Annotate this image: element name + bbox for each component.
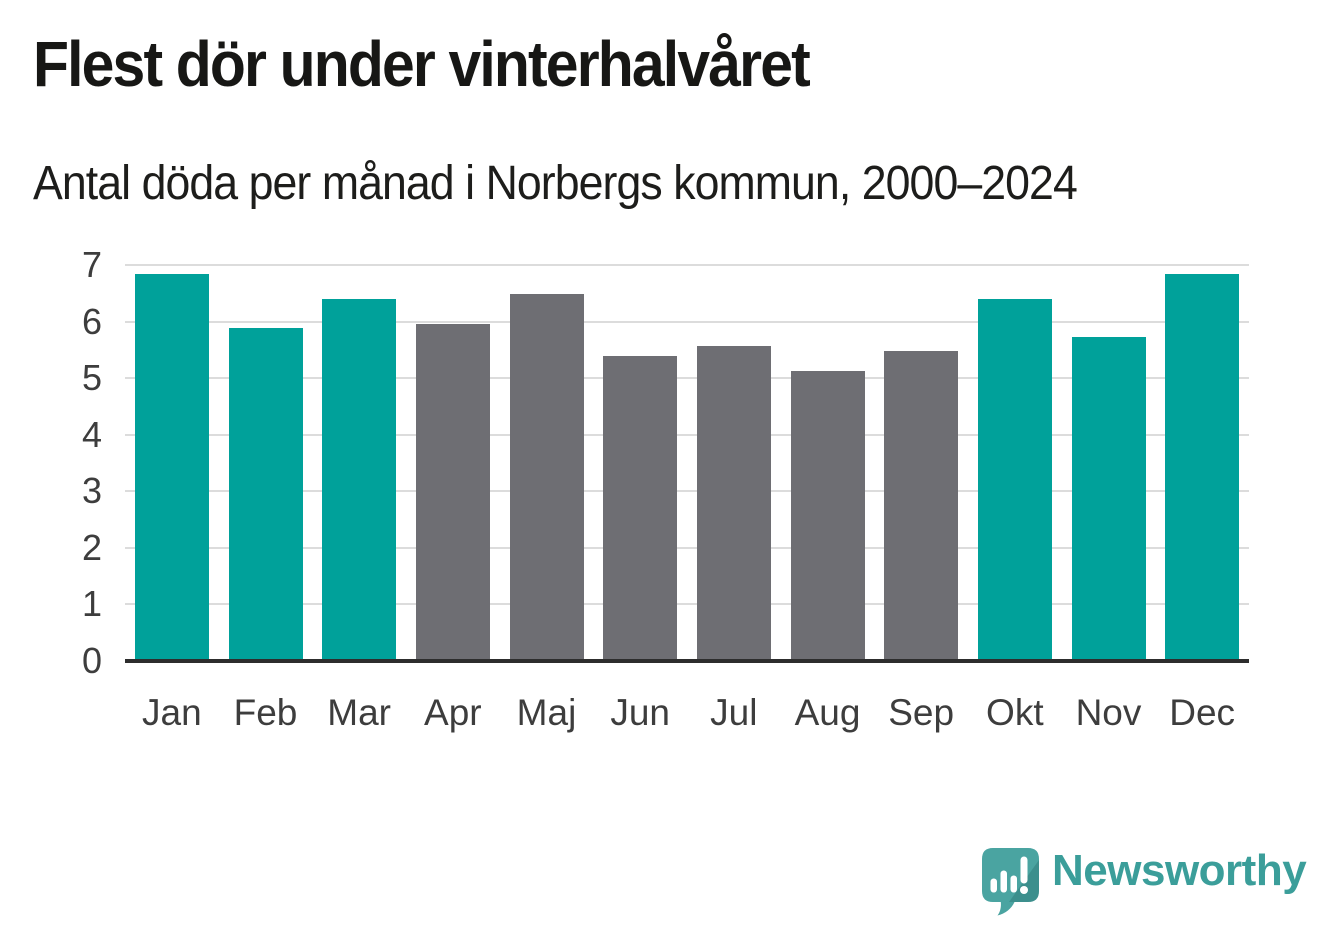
gridline-4 — [125, 433, 1249, 436]
gridline-6 — [125, 320, 1249, 323]
bar-feb — [228, 328, 303, 661]
gridline-1 — [125, 603, 1249, 606]
brand-name: Newsworthy — [1052, 846, 1307, 895]
bar-dec — [1165, 274, 1240, 661]
bar-okt — [977, 298, 1052, 661]
chart-subtitle: Antal döda per månad i Norbergs kommun, … — [33, 157, 1078, 210]
x-tick-label-feb: Feb — [233, 692, 298, 733]
x-tick-label-maj: Maj — [516, 692, 577, 733]
gridline-7 — [125, 264, 1249, 266]
newsworthy-logo-icon — [982, 848, 1039, 916]
gridline-2 — [125, 546, 1249, 549]
y-tick-label-2: 2 — [81, 526, 102, 568]
brand-footer: Newsworthy — [982, 846, 1307, 916]
bar-maj — [509, 294, 584, 661]
x-tick-label-jan: Jan — [142, 692, 202, 733]
bar-jan — [134, 274, 209, 661]
bar-jul — [696, 346, 771, 661]
x-tick-label-mar: Mar — [327, 692, 392, 733]
x-tick-label-dec: Dec — [1169, 692, 1236, 733]
bar-chart-plot-area: 0 1 2 3 4 5 6 7 Jan Feb Mar Apr Maj Jun Jul Aug Sep Okt No… — [82, 245, 1249, 733]
y-tick-label-5: 5 — [81, 357, 102, 399]
bar-nov — [1071, 337, 1146, 661]
x-tick-label-nov: Nov — [1075, 692, 1142, 733]
x-tick-label-aug: Aug — [794, 692, 861, 733]
gridline-3 — [125, 490, 1249, 493]
y-tick-label-7: 7 — [81, 244, 102, 285]
bar-sep — [884, 350, 959, 661]
bar-aug — [790, 371, 865, 661]
x-tick-label-jul: Jul — [710, 692, 758, 733]
y-tick-label-0: 0 — [81, 640, 102, 681]
gridline-5 — [125, 377, 1249, 380]
bar-mar — [322, 298, 397, 661]
x-tick-label-apr: Apr — [424, 692, 482, 733]
x-tick-label-okt: Okt — [986, 692, 1044, 733]
bar-jun — [603, 355, 678, 661]
x-axis-line — [125, 659, 1249, 663]
y-tick-label-6: 6 — [81, 300, 102, 342]
y-tick-label-4: 4 — [81, 413, 102, 455]
x-tick-label-jun: Jun — [610, 692, 670, 733]
x-tick-label-sep: Sep — [888, 692, 955, 733]
y-tick-label-3: 3 — [81, 470, 102, 512]
chart-title: Flest dör under vinterhalvåret — [33, 28, 811, 100]
bar-apr — [415, 323, 490, 661]
y-tick-label-1: 1 — [81, 583, 102, 625]
